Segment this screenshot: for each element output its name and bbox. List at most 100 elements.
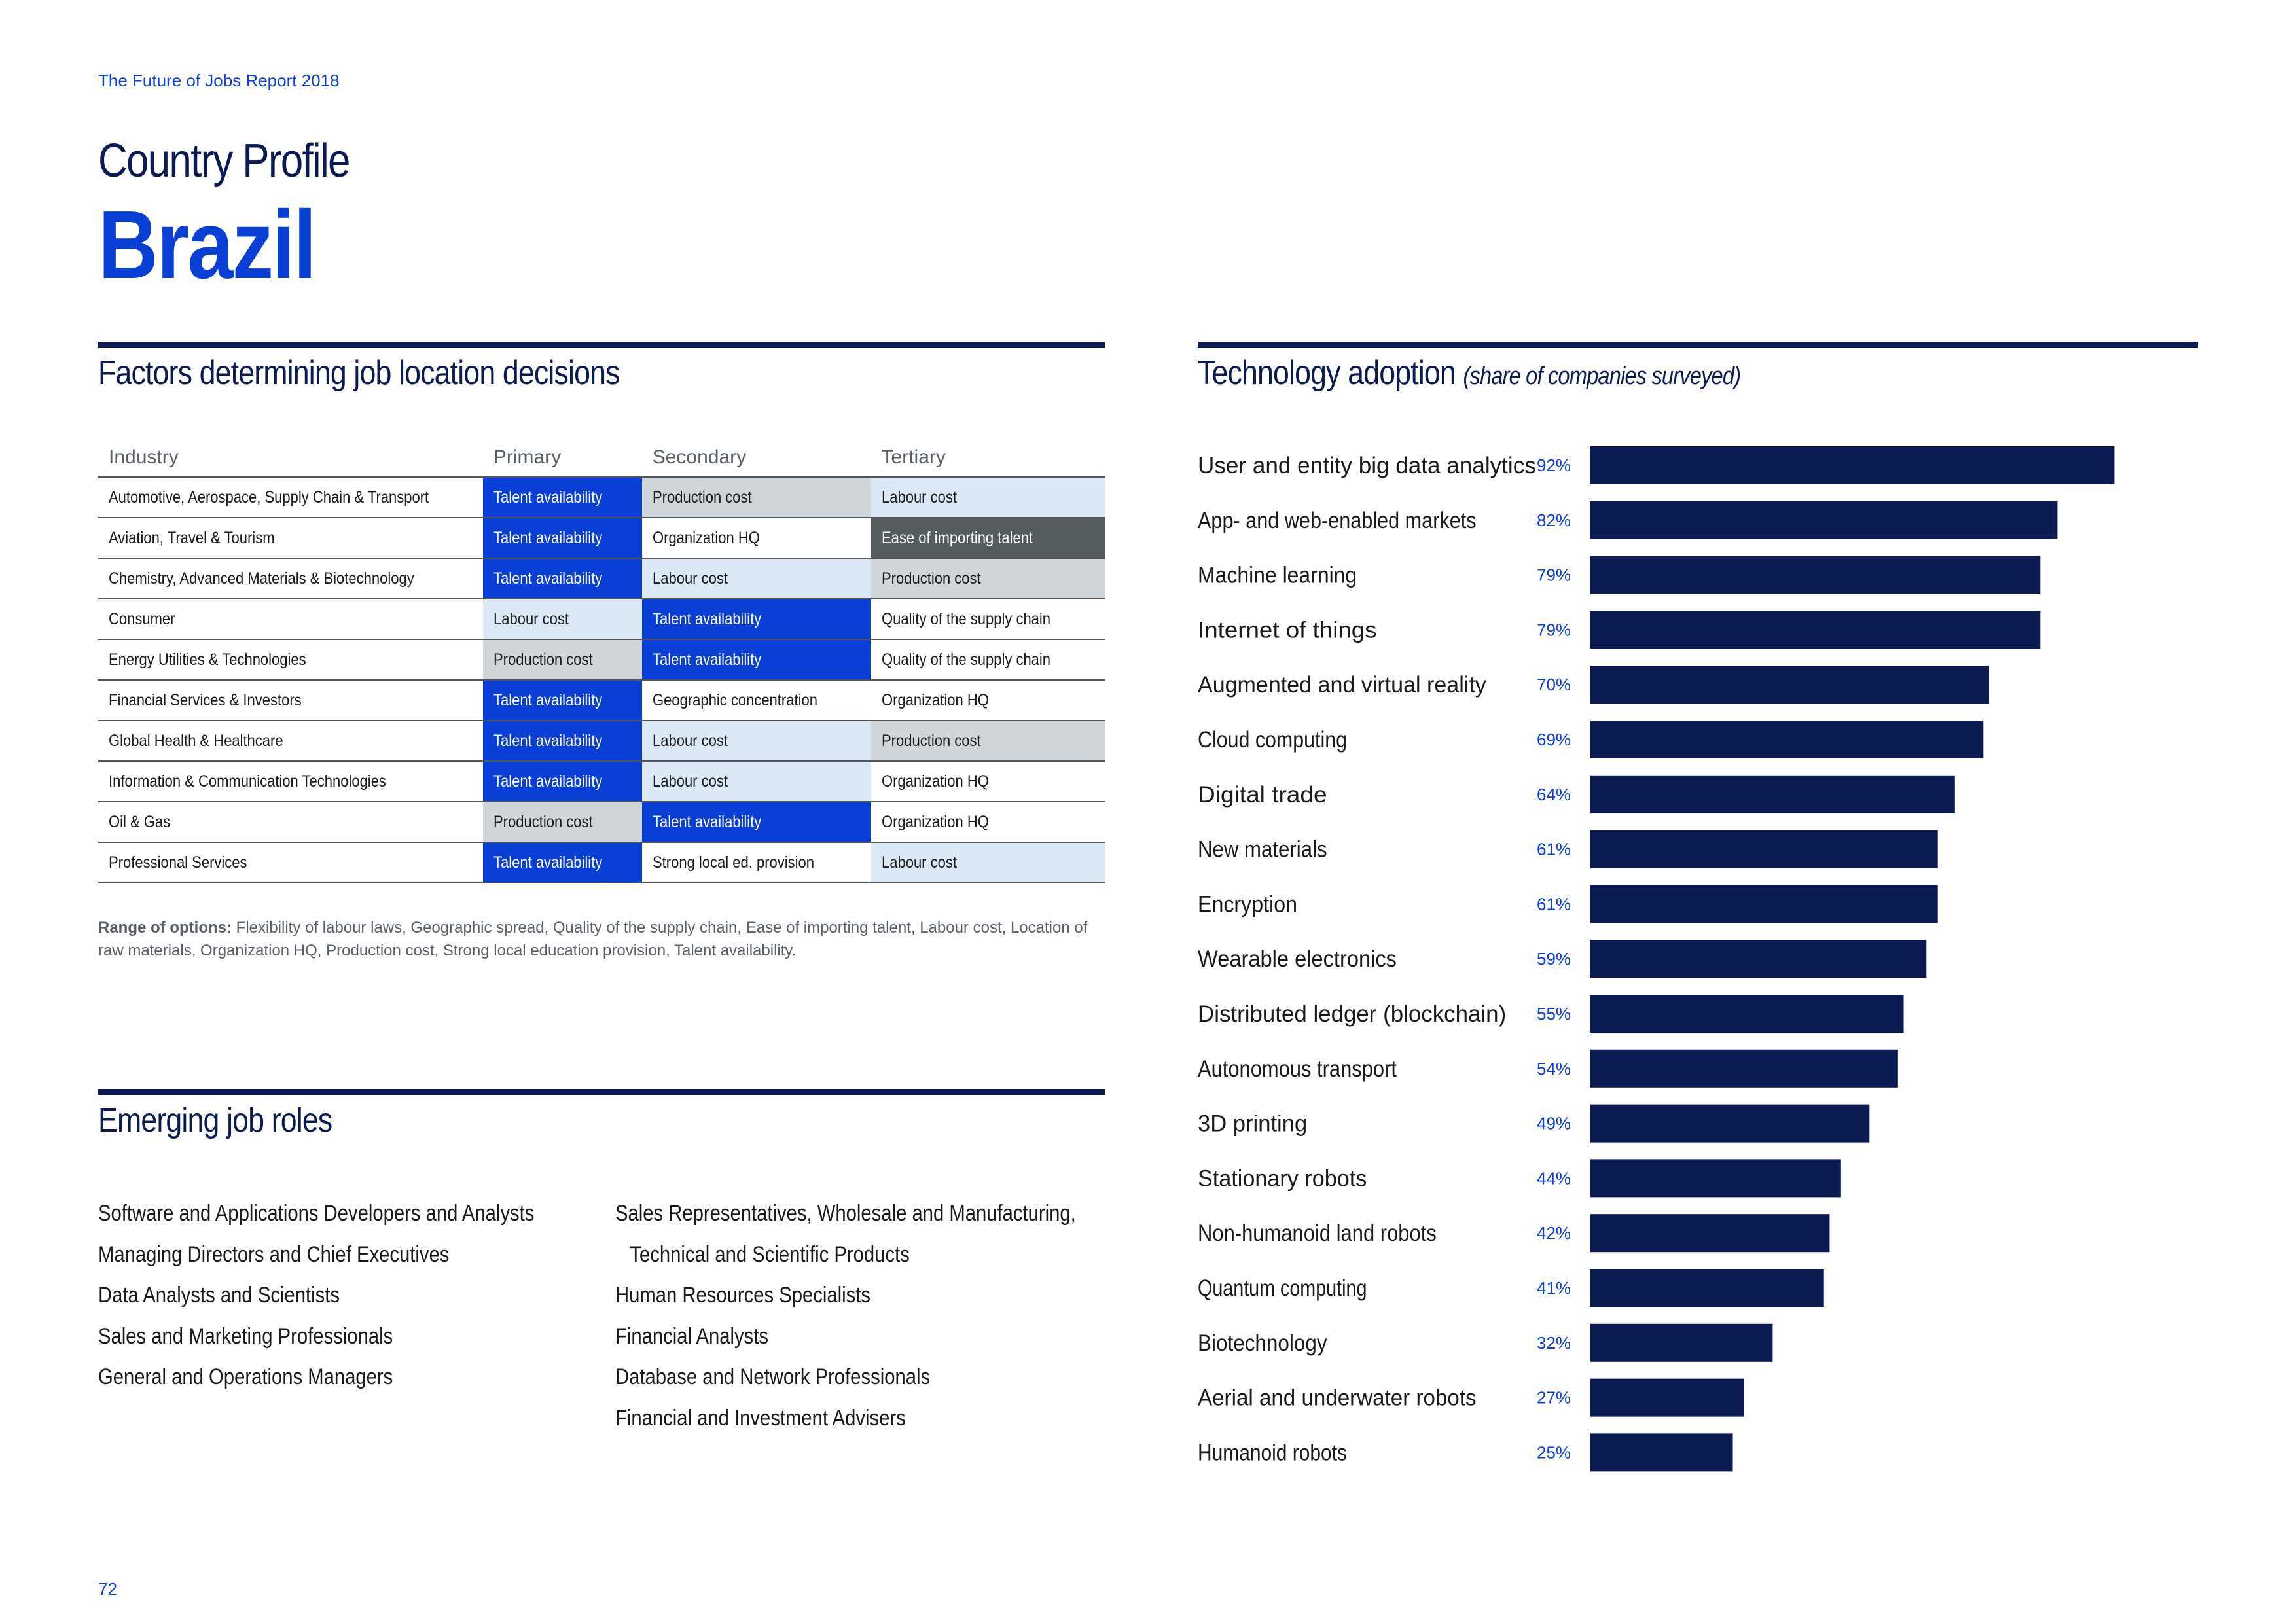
bar-value-label: 59%: [1537, 949, 1571, 969]
table-row: Professional Services Talent availability…: [98, 842, 1105, 883]
primary-factor-cell: Production cost: [482, 802, 642, 843]
tertiary-factor-cell-text: Labour cost: [881, 488, 957, 507]
bar: [1590, 721, 1984, 758]
bar-value-label: 69%: [1537, 730, 1571, 749]
tech-section-title: Technology adoption (share of companies …: [1198, 353, 1741, 393]
secondary-factor-cell-text: Labour cost: [652, 772, 728, 791]
role-item-continuation: Technical and Scientific Products: [630, 1241, 910, 1267]
primary-factor-cell-text: Labour cost: [493, 609, 569, 628]
industry-cell-text: Chemistry, Advanced Materials & Biotechn…: [109, 569, 414, 588]
table-row: Information & Communication Technologies…: [98, 761, 1105, 802]
role-item: Database and Network Professionals: [615, 1364, 931, 1389]
industry-cell-text: Information & Communication Technologies: [109, 772, 386, 791]
secondary-factor-cell: Organization HQ: [641, 518, 871, 559]
page-number: 72: [98, 1579, 117, 1599]
factors-table-header: Industry Primary Secondary Tertiary: [98, 438, 1105, 477]
bar-value-label: 32%: [1537, 1333, 1571, 1353]
bar: [1590, 940, 1927, 978]
bar-value-label: 82%: [1537, 510, 1571, 530]
role-item: Software and Applications Developers and…: [98, 1201, 535, 1226]
table-row: Aviation, Travel & Tourism Talent availab…: [98, 518, 1105, 559]
bar-value-label: 54%: [1537, 1059, 1571, 1079]
bar: [1590, 1269, 1824, 1307]
tertiary-factor-cell: Organization HQ: [870, 802, 1105, 843]
industry-cell: Aviation, Travel & Tourism: [98, 518, 483, 559]
bar: [1590, 995, 1904, 1033]
bar-category-label: Encryption: [1198, 891, 1297, 917]
tertiary-factor-cell: Labour cost: [870, 476, 1105, 518]
bar-category-label: Non-humanoid land robots: [1198, 1221, 1437, 1246]
bar: [1590, 1159, 1841, 1198]
bar-value-label: 61%: [1537, 840, 1571, 859]
tertiary-factor-cell-text: Labour cost: [881, 853, 957, 872]
tertiary-factor-cell-text: Organization HQ: [881, 690, 989, 709]
bar-category-label: New materials: [1198, 837, 1327, 863]
role-item: Sales Representatives, Wholesale and Man…: [615, 1201, 1076, 1226]
industry-cell: Energy Utilities & Technologies: [98, 639, 483, 681]
bar-category-label: Stationary robots: [1198, 1166, 1367, 1191]
bar-value-label: 55%: [1537, 1004, 1571, 1024]
primary-factor-cell: Production cost: [482, 639, 642, 681]
bar-value-label: 25%: [1537, 1442, 1571, 1462]
secondary-factor-cell-text: Talent availability: [652, 650, 762, 669]
industry-cell-text: Professional Services: [109, 853, 247, 872]
bar-category-label: Internet of things: [1198, 617, 1377, 643]
table-row: Consumer Labour cost Talent availability Qu…: [98, 599, 1105, 640]
industry-cell: Financial Services & Investors: [98, 680, 483, 721]
role-item: Human Resources Specialists: [615, 1283, 871, 1308]
bar-value-label: 64%: [1537, 785, 1571, 804]
range-of-options-label: Range of options:: [98, 919, 232, 936]
secondary-factor-cell-text: Labour cost: [652, 731, 728, 750]
bar-category-label: 3D printing: [1198, 1111, 1307, 1137]
bar: [1590, 885, 1938, 923]
range-of-options-text: Flexibility of labour laws, Geographic s…: [98, 919, 1088, 959]
industry-cell: Information & Communication Technologies: [98, 761, 483, 802]
tertiary-factor-cell-text: Quality of the supply chain: [881, 650, 1050, 669]
bar-category-label: Quantum computing: [1198, 1275, 1367, 1301]
bar-category-label: App- and web-enabled markets: [1198, 508, 1477, 533]
bar: [1590, 1433, 1733, 1472]
bar-category-label: User and entity big data analytics: [1198, 453, 1536, 478]
bar-category-label: Biotechnology: [1198, 1330, 1327, 1356]
table-row: Chemistry, Advanced Materials & Biotechn…: [98, 558, 1105, 599]
column-header-tertiary: Tertiary: [881, 446, 946, 468]
tech-section-rule: [1198, 342, 2198, 348]
bar: [1590, 556, 2041, 594]
secondary-factor-cell: Production cost: [641, 476, 871, 518]
tertiary-factor-cell: Organization HQ: [870, 680, 1105, 721]
secondary-factor-cell: Labour cost: [641, 721, 871, 762]
primary-factor-cell: Talent availability: [482, 842, 642, 883]
column-header-primary: Primary: [493, 446, 562, 468]
industry-cell: Global Health & Healthcare: [98, 721, 483, 762]
bar-value-label: 79%: [1537, 565, 1571, 585]
tertiary-factor-cell: Production cost: [870, 558, 1105, 599]
bar-value-label: 70%: [1537, 675, 1571, 694]
tech-subtitle: (share of companies surveyed): [1463, 363, 1741, 390]
bar: [1590, 1323, 1773, 1362]
bar-category-label: Aerial and underwater robots: [1198, 1385, 1477, 1411]
bar-value-label: 42%: [1537, 1223, 1571, 1243]
table-row: Energy Utilities & Technologies Productio…: [98, 639, 1105, 681]
secondary-factor-cell: Labour cost: [641, 558, 871, 599]
industry-cell: Chemistry, Advanced Materials & Biotechn…: [98, 558, 483, 599]
roles-right-column: Sales Representatives, Wholesale and Man…: [615, 1193, 1076, 1438]
bar: [1590, 1378, 1744, 1417]
role-item: Data Analysts and Scientists: [98, 1283, 340, 1308]
tertiary-factor-cell: Ease of importing talent: [870, 518, 1105, 559]
tech-title: Technology adoption: [1198, 354, 1456, 392]
tertiary-factor-cell: Quality of the supply chain: [870, 639, 1105, 681]
secondary-factor-cell: Geographic concentration: [641, 680, 871, 721]
primary-factor-cell-text: Talent availability: [493, 853, 603, 872]
tertiary-factor-cell: Production cost: [870, 721, 1105, 762]
tertiary-factor-cell: Quality of the supply chain: [870, 599, 1105, 640]
bar-value-label: 44%: [1537, 1168, 1571, 1188]
primary-factor-cell-text: Talent availability: [493, 731, 603, 750]
primary-factor-cell: Talent availability: [482, 680, 642, 721]
range-of-options-note: Range of options: Flexibility of labour …: [98, 916, 1105, 962]
role-item: General and Operations Managers: [98, 1364, 393, 1389]
column-header-industry: Industry: [109, 446, 179, 468]
roles-left-column: Software and Applications Developers and…: [98, 1193, 534, 1398]
primary-factor-cell-text: Talent availability: [493, 569, 603, 588]
industry-cell: Consumer: [98, 599, 483, 640]
bar-value-label: 92%: [1537, 455, 1571, 475]
